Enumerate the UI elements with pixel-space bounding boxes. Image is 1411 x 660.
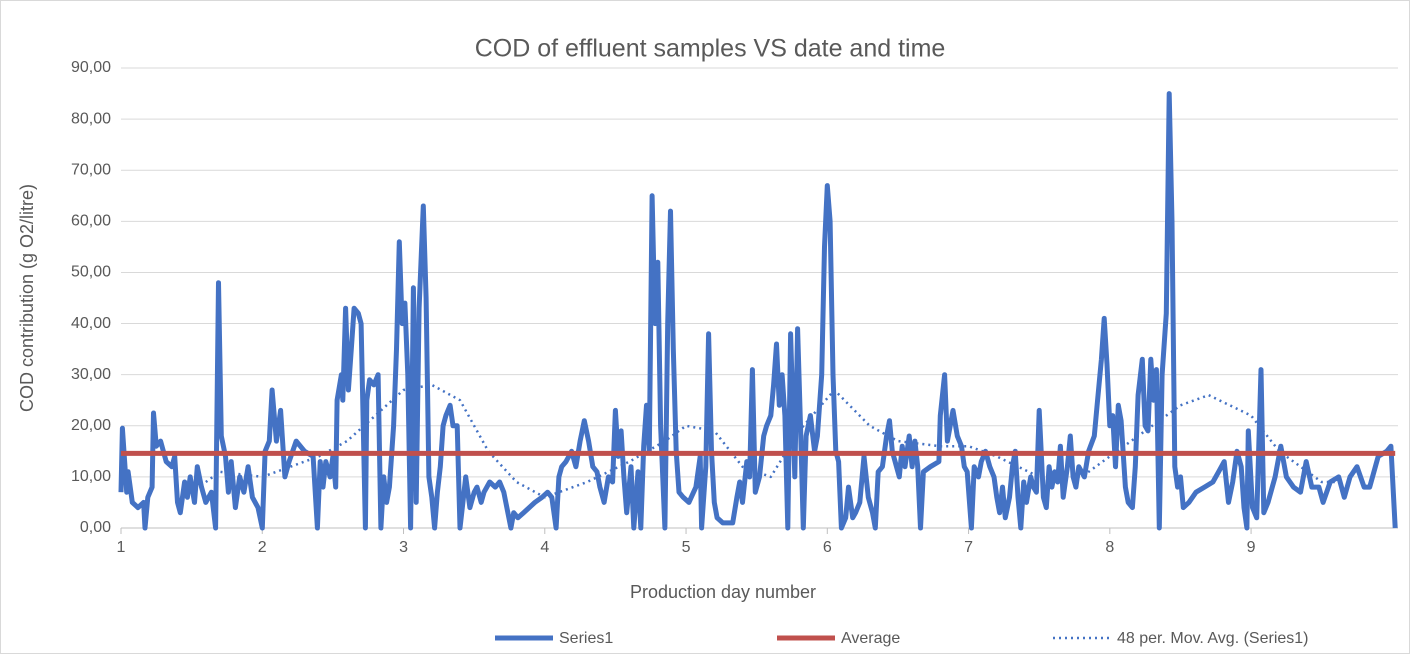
legend-label: 48 per. Mov. Avg. (Series1) xyxy=(1117,630,1309,647)
chart-title: COD of effluent samples VS date and time xyxy=(475,35,946,63)
y-tick-label: 70,00 xyxy=(71,161,111,178)
y-tick-label: 50,00 xyxy=(71,264,111,281)
y-tick-label: 10,00 xyxy=(71,468,111,485)
x-tick-label: 1 xyxy=(117,539,126,556)
x-axis-title: Production day number xyxy=(630,582,816,602)
x-tick-label: 6 xyxy=(823,539,832,556)
x-tick-label: 2 xyxy=(258,539,267,556)
x-tick-label: 5 xyxy=(682,539,691,556)
y-tick-label: 30,00 xyxy=(71,366,111,383)
x-tick-label: 4 xyxy=(540,539,549,556)
legend-label: Series1 xyxy=(559,630,613,647)
x-tick-label: 8 xyxy=(1105,539,1114,556)
x-tick-label: 7 xyxy=(964,539,973,556)
legend-label: Average xyxy=(841,630,900,647)
y-tick-label: 0,00 xyxy=(80,519,111,536)
y-tick-label: 60,00 xyxy=(71,213,111,230)
x-tick-label: 3 xyxy=(399,539,408,556)
y-tick-label: 90,00 xyxy=(71,59,111,76)
y-tick-label: 80,00 xyxy=(71,110,111,127)
x-tick-label: 9 xyxy=(1247,539,1256,556)
y-tick-label: 20,00 xyxy=(71,417,111,434)
y-axis-title: COD contribution (g O2/litre) xyxy=(17,184,37,412)
y-tick-label: 40,00 xyxy=(71,315,111,332)
series-line xyxy=(205,383,1343,499)
